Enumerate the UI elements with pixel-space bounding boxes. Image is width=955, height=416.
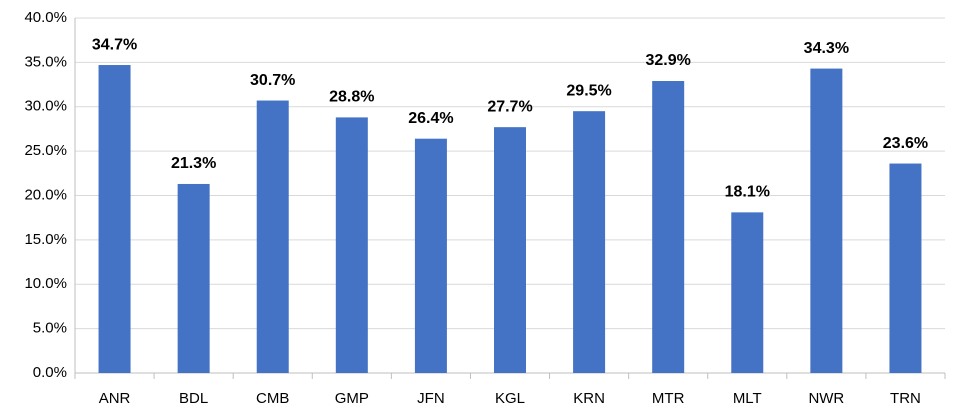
bar: [652, 81, 685, 373]
value-label: 26.4%: [408, 110, 453, 127]
y-tick-label: 25.0%: [24, 142, 67, 159]
value-label: 30.7%: [250, 72, 295, 89]
bar: [177, 183, 210, 373]
y-tick-label: 5.0%: [33, 320, 67, 337]
x-tick-label: KRN: [573, 390, 605, 407]
value-label: 23.6%: [883, 135, 928, 152]
value-label: 34.7%: [92, 36, 137, 53]
x-tick-label: GMP: [335, 390, 369, 407]
bar: [731, 212, 764, 373]
value-label: 21.3%: [171, 155, 216, 172]
bar: [810, 68, 843, 374]
value-label: 28.8%: [329, 89, 374, 106]
value-label: 34.3%: [804, 40, 849, 57]
x-tick-label: ANR: [99, 390, 131, 407]
x-tick-label: TRN: [890, 390, 921, 407]
x-tick-label: MLT: [733, 390, 762, 407]
bar: [335, 117, 368, 374]
y-tick-label: 15.0%: [24, 231, 67, 248]
bar: [573, 111, 606, 373]
value-label: 27.7%: [487, 98, 532, 115]
x-tick-label: NWR: [808, 390, 844, 407]
y-tick-label: 35.0%: [24, 53, 67, 70]
bar: [256, 100, 289, 373]
x-tick-label: JFN: [417, 390, 445, 407]
x-tick-label: BDL: [179, 390, 208, 407]
y-tick-label: 30.0%: [24, 98, 67, 115]
x-tick-label: KGL: [495, 390, 525, 407]
y-tick-label: 10.0%: [24, 275, 67, 292]
bar: [98, 65, 131, 373]
value-label: 18.1%: [725, 184, 770, 201]
y-tick-label: 0.0%: [33, 364, 67, 381]
x-tick-label: CMB: [256, 390, 289, 407]
y-tick-label: 20.0%: [24, 186, 67, 203]
bar: [889, 163, 922, 373]
bar: [414, 138, 447, 373]
bar: [494, 127, 526, 373]
value-label: 29.5%: [566, 82, 611, 99]
x-tick-label: MTR: [652, 390, 685, 407]
value-label: 32.9%: [645, 52, 690, 69]
y-tick-label: 40.0%: [24, 9, 67, 26]
